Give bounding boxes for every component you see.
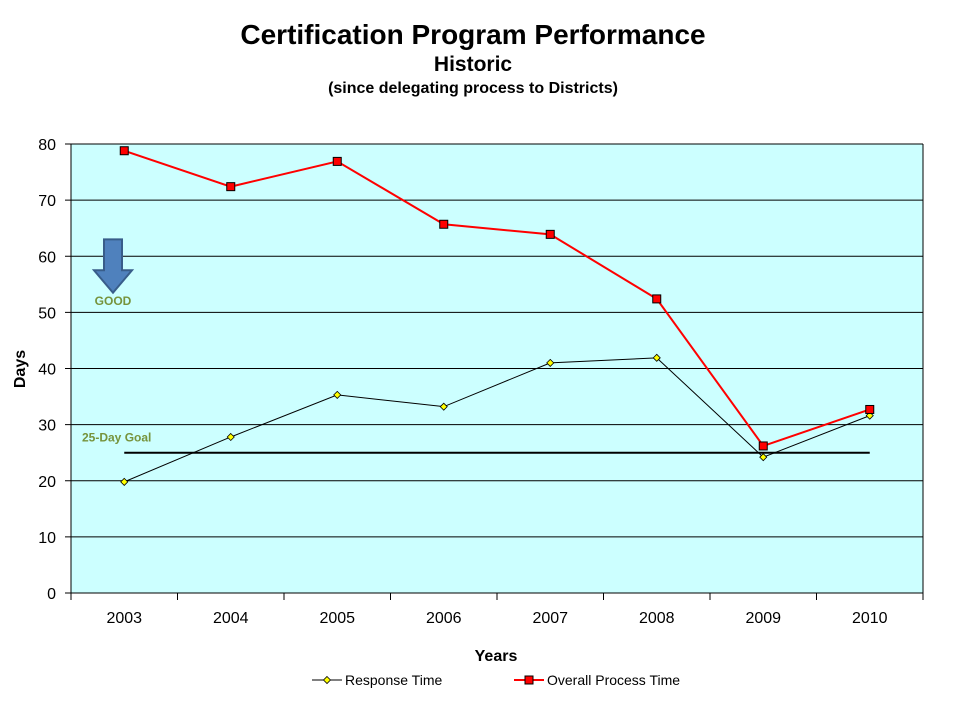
down-arrow-icon <box>91 238 135 295</box>
data-point-response-time <box>439 402 448 411</box>
data-point-overall-process-time <box>758 441 768 451</box>
series-line-overall-process-time <box>123 149 871 448</box>
x-tick-label: 2010 <box>852 610 888 627</box>
data-point-overall-process-time <box>439 219 449 229</box>
y-tick-label: 70 <box>38 193 56 210</box>
data-point-response-time <box>226 432 235 442</box>
data-point-overall-process-time <box>865 404 875 414</box>
y-tick-label: 30 <box>38 418 56 435</box>
data-point-response-time <box>333 390 342 399</box>
chart-subsubtitle: (since delegating process to Districts) <box>328 80 618 97</box>
y-axis-label: Days <box>12 350 29 388</box>
x-tick-label: 2003 <box>106 610 142 627</box>
x-tick-label: 2005 <box>319 610 355 627</box>
x-tick-label: 2006 <box>426 610 462 627</box>
data-point-overall-process-time <box>652 294 662 304</box>
data-point-overall-process-time <box>545 229 555 239</box>
data-point-response-time <box>652 353 661 362</box>
chart-title-block: Certification Program Performance Histor… <box>0 18 946 100</box>
chart-title: Certification Program Performance <box>240 19 706 50</box>
y-tick-label: 50 <box>38 305 56 322</box>
good-label: GOOD <box>95 294 132 308</box>
y-tick-label: 40 <box>38 362 56 379</box>
x-tick-label: 2004 <box>213 610 249 627</box>
x-tick-label: 2009 <box>745 610 781 627</box>
y-tick-label: 60 <box>38 249 56 266</box>
x-tick-label: 2007 <box>532 610 568 627</box>
data-point-response-time <box>546 358 555 367</box>
y-tick-label: 10 <box>38 530 56 547</box>
legend-label-overall-process-time: Overall Process Time <box>547 672 680 688</box>
goal-label: 25-Day Goal <box>82 431 151 445</box>
data-point-overall-process-time <box>332 156 342 166</box>
data-point-overall-process-time <box>119 146 129 156</box>
data-point-response-time <box>759 453 768 462</box>
y-tick-label: 0 <box>47 586 56 603</box>
series-line-response-time <box>124 357 870 483</box>
x-tick-label: 2008 <box>639 610 675 627</box>
x-axis-label: Years <box>475 648 518 665</box>
chart-subtitle: Historic <box>433 53 513 76</box>
legend-marker-response-time <box>322 675 332 685</box>
y-tick-label: 20 <box>38 474 56 491</box>
legend-label-response-time: Response Time <box>345 672 442 688</box>
data-point-response-time <box>120 477 129 486</box>
legend-marker-overall-process-time <box>524 675 534 685</box>
y-tick-label: 80 <box>38 137 56 154</box>
data-point-overall-process-time <box>226 182 236 192</box>
